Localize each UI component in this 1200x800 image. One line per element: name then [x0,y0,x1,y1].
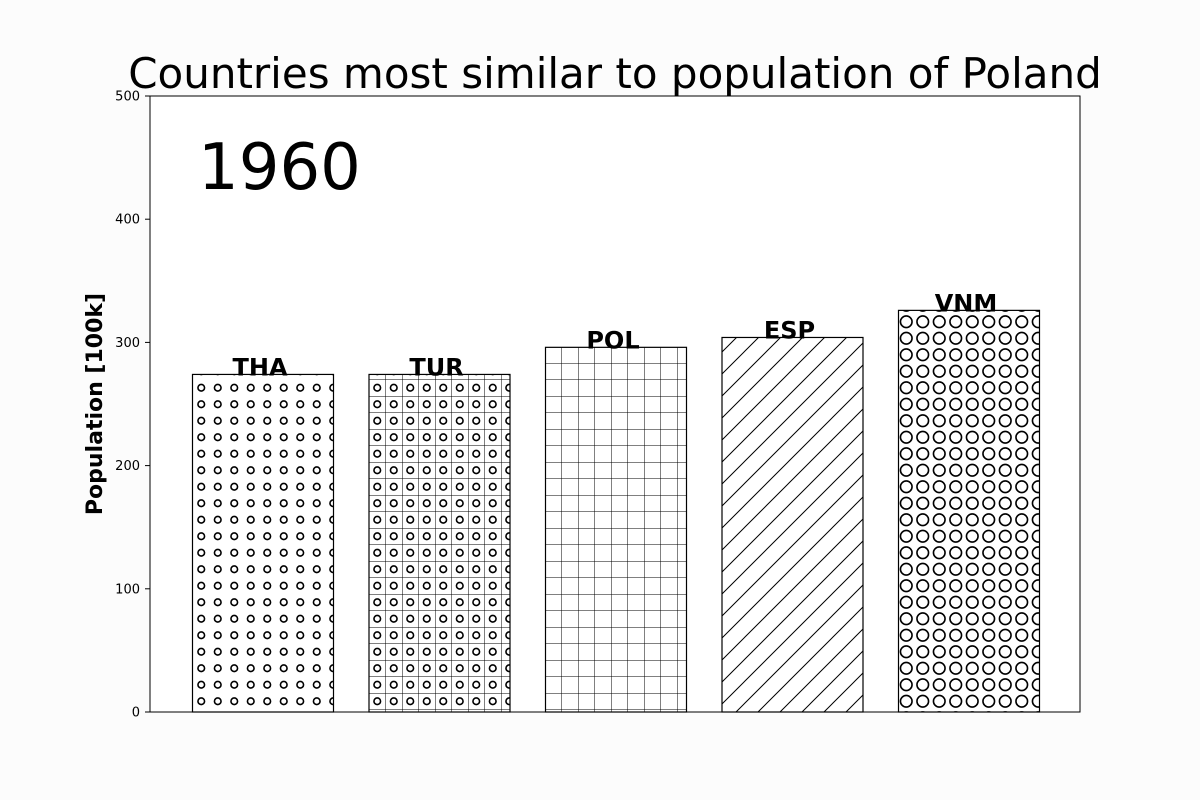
y-tick-label: 200 [115,459,140,474]
bar-pol [544,346,688,713]
y-axis: 0 100 200 300 400 500 [115,90,150,721]
y-tick-label: 100 [115,582,140,597]
bar-label-tha: THA [232,353,287,381]
plot-frame [149,95,1081,713]
bar-esp [721,336,864,713]
y-axis-label: Population [100k] [83,293,108,515]
bar-tur [368,373,511,713]
bars-group [191,309,1041,713]
y-tick-label: 300 [115,336,140,351]
y-tick-label: 0 [132,706,140,721]
bar-label-tur: TUR [409,353,463,381]
bar-label-esp: ESP [764,316,815,344]
y-tick-label: 500 [115,90,140,105]
chart-title: Countries most similar to population of … [128,49,1102,98]
bar-tha [191,373,335,713]
y-tick-label: 400 [115,213,140,228]
bar-label-vnm: VNM [935,289,998,317]
bar-vnm [897,309,1041,713]
bar-label-pol: POL [586,326,639,354]
bar-labels-group: THA TUR POL ESP VNM [232,289,997,381]
year-annotation: 1960 [198,131,361,205]
